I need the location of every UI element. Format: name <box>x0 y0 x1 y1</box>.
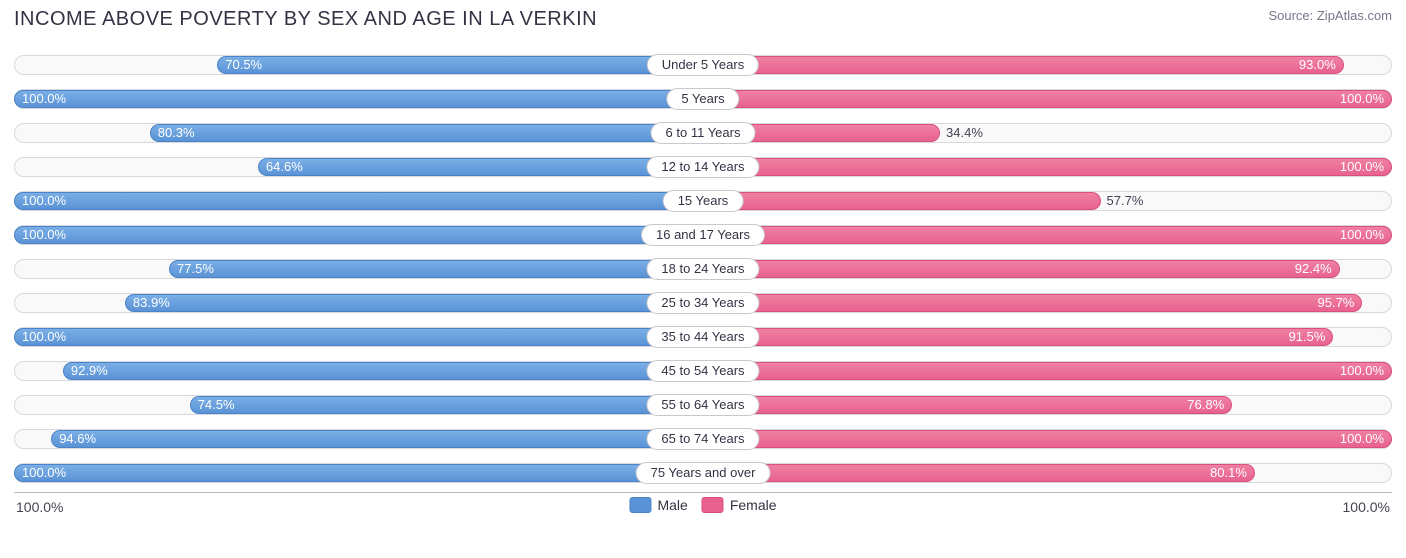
bar-male <box>125 294 703 312</box>
value-label-male: 70.5% <box>225 57 262 72</box>
chart-row: 100.0% 57.7% 15 Years <box>14 184 1392 218</box>
bar-female <box>703 56 1344 74</box>
value-label-male: 100.0% <box>22 465 66 480</box>
value-label-male: 100.0% <box>22 329 66 344</box>
legend-item-female: Female <box>702 497 777 513</box>
bar-male <box>14 226 703 244</box>
value-label-male: 77.5% <box>177 261 214 276</box>
bar-male <box>14 328 703 346</box>
value-label-female: 92.4% <box>1295 261 1332 276</box>
legend-label-male: Male <box>657 497 687 513</box>
value-label-female: 57.7% <box>1107 193 1144 208</box>
chart-row: 100.0% 91.5% 35 to 44 Years <box>14 320 1392 354</box>
category-label: 55 to 64 Years <box>646 394 759 416</box>
chart-row: 77.5% 92.4% 18 to 24 Years <box>14 252 1392 286</box>
value-label-female: 80.1% <box>1210 465 1247 480</box>
value-label-female: 91.5% <box>1289 329 1326 344</box>
category-label: 16 and 17 Years <box>641 224 765 246</box>
legend: Male Female <box>629 497 776 513</box>
category-label: 5 Years <box>666 88 739 110</box>
chart-row: 92.9% 100.0% 45 to 54 Years <box>14 354 1392 388</box>
bar-female <box>703 226 1392 244</box>
bar-male <box>14 464 703 482</box>
bar-male <box>63 362 703 380</box>
bar-female <box>703 90 1392 108</box>
value-label-female: 93.0% <box>1299 57 1336 72</box>
value-label-male: 94.6% <box>59 431 96 446</box>
bar-male <box>190 396 703 414</box>
category-label: 18 to 24 Years <box>646 258 759 280</box>
legend-swatch-female <box>702 497 724 513</box>
value-label-male: 100.0% <box>22 227 66 242</box>
chart-title: INCOME ABOVE POVERTY BY SEX AND AGE IN L… <box>14 8 597 31</box>
chart-row: 74.5% 76.8% 55 to 64 Years <box>14 388 1392 422</box>
value-label-female: 76.8% <box>1187 397 1224 412</box>
chart-row: 80.3% 34.4% 6 to 11 Years <box>14 116 1392 150</box>
chart-row: 83.9% 95.7% 25 to 34 Years <box>14 286 1392 320</box>
bar-female <box>703 464 1255 482</box>
bar-female <box>703 192 1101 210</box>
bar-female <box>703 260 1340 278</box>
value-label-female: 34.4% <box>946 125 983 140</box>
value-label-female: 100.0% <box>1340 227 1384 242</box>
value-label-female: 100.0% <box>1340 431 1384 446</box>
chart-row: 100.0% 80.1% 75 Years and over <box>14 456 1392 490</box>
category-label: 35 to 44 Years <box>646 326 759 348</box>
category-label: 75 Years and over <box>636 462 771 484</box>
value-label-male: 74.5% <box>198 397 235 412</box>
chart-area: 70.5% 93.0% Under 5 Years 100.0% 100.0% 5 Yea… <box>14 48 1392 490</box>
category-label: 25 to 34 Years <box>646 292 759 314</box>
value-label-female: 100.0% <box>1340 91 1384 106</box>
bar-female <box>703 294 1362 312</box>
bar-male <box>51 430 703 448</box>
chart-container: INCOME ABOVE POVERTY BY SEX AND AGE IN L… <box>0 0 1406 558</box>
category-label: 12 to 14 Years <box>646 156 759 178</box>
legend-item-male: Male <box>629 497 687 513</box>
chart-row: 94.6% 100.0% 65 to 74 Years <box>14 422 1392 456</box>
chart-footer: 100.0% Male Female 100.0% <box>14 492 1392 534</box>
bar-male <box>217 56 703 74</box>
axis-label-left: 100.0% <box>16 499 63 515</box>
chart-row: 100.0% 100.0% 16 and 17 Years <box>14 218 1392 252</box>
axis-label-right: 100.0% <box>1343 499 1390 515</box>
chart-row: 64.6% 100.0% 12 to 14 Years <box>14 150 1392 184</box>
value-label-female: 100.0% <box>1340 363 1384 378</box>
value-label-male: 100.0% <box>22 91 66 106</box>
bar-male <box>150 124 703 142</box>
value-label-male: 92.9% <box>71 363 108 378</box>
chart-row: 70.5% 93.0% Under 5 Years <box>14 48 1392 82</box>
bar-female <box>703 328 1333 346</box>
bar-female <box>703 362 1392 380</box>
bar-female <box>703 430 1392 448</box>
value-label-male: 83.9% <box>133 295 170 310</box>
bar-female <box>703 396 1232 414</box>
bar-female <box>703 158 1392 176</box>
bar-male <box>258 158 703 176</box>
value-label-male: 80.3% <box>158 125 195 140</box>
header: INCOME ABOVE POVERTY BY SEX AND AGE IN L… <box>14 8 1392 48</box>
legend-swatch-male <box>629 497 651 513</box>
category-label: 45 to 54 Years <box>646 360 759 382</box>
value-label-male: 100.0% <box>22 193 66 208</box>
chart-row: 100.0% 100.0% 5 Years <box>14 82 1392 116</box>
category-label: 6 to 11 Years <box>651 122 756 144</box>
bar-male <box>169 260 703 278</box>
category-label: 15 Years <box>663 190 744 212</box>
value-label-male: 64.6% <box>266 159 303 174</box>
bar-male <box>14 192 703 210</box>
legend-label-female: Female <box>730 497 777 513</box>
category-label: Under 5 Years <box>647 54 759 76</box>
value-label-female: 95.7% <box>1318 295 1355 310</box>
category-label: 65 to 74 Years <box>646 428 759 450</box>
bar-male <box>14 90 703 108</box>
value-label-female: 100.0% <box>1340 159 1384 174</box>
source-attribution: Source: ZipAtlas.com <box>1268 8 1392 23</box>
